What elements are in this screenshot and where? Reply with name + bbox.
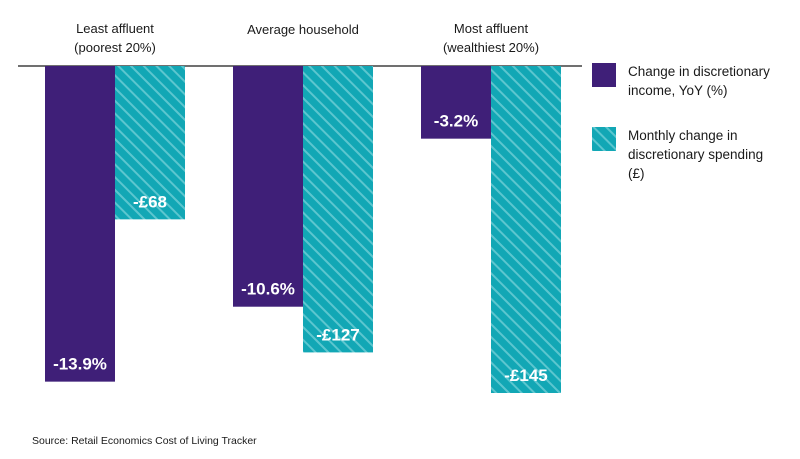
value-label-spending-most-affluent: -£145	[504, 366, 547, 385]
legend-line: Monthly change in	[628, 128, 738, 143]
legend-swatch-spending	[592, 127, 616, 151]
legend-line: discretionary spending	[628, 147, 764, 162]
value-label-income-average-household: -10.6%	[241, 280, 295, 299]
category-label-most-affluent-line-2: (wealthiest 20%)	[443, 40, 539, 55]
value-label-spending-average-household: -£127	[316, 325, 359, 344]
bars: -13.9% -10.6% -3.2% -£68 -£127 -£145	[45, 66, 561, 393]
legend-label-income: Change in discretionary income, YoY (%)	[628, 62, 770, 100]
group-labels: Least affluent (poorest 20%) Average house…	[74, 21, 539, 55]
bar-spending-average-household	[303, 66, 373, 353]
legend-line: (£)	[628, 166, 645, 181]
legend-label-spending: Monthly change in discretionary spending (…	[628, 126, 763, 183]
category-label-least-affluent-line-2: (poorest 20%)	[74, 40, 156, 55]
legend-line: income, YoY (%)	[628, 83, 728, 98]
legend-item-income: Change in discretionary income, YoY (%)	[592, 62, 792, 100]
source-note: Source: Retail Economics Cost of Living …	[32, 435, 257, 447]
legend: Change in discretionary income, YoY (%) M…	[592, 62, 792, 209]
category-label-most-affluent-line-1: Most affluent	[454, 21, 529, 36]
value-label-income-least-affluent: -13.9%	[53, 355, 107, 374]
value-label-spending-least-affluent: -£68	[133, 192, 167, 211]
category-label-average-household: Average household	[247, 22, 359, 37]
bar-spending-least-affluent	[115, 66, 185, 220]
bar-spending-most-affluent	[491, 66, 561, 393]
bar-income-average-household	[233, 66, 303, 307]
value-label-income-most-affluent: -3.2%	[434, 112, 478, 131]
category-label-least-affluent-line-1: Least affluent	[76, 21, 154, 36]
legend-swatch-income	[592, 63, 616, 87]
bar-income-least-affluent	[45, 66, 115, 382]
bar-income-most-affluent	[421, 66, 491, 139]
legend-item-spending: Monthly change in discretionary spending (…	[592, 126, 792, 183]
legend-line: Change in discretionary	[628, 64, 770, 79]
